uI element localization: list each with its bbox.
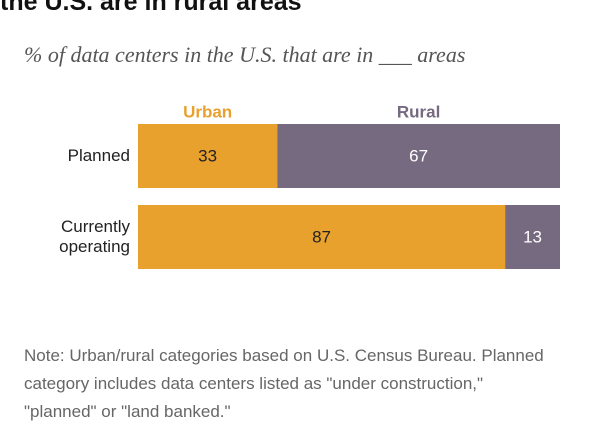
note: Note: Urban/rural categories based on U.…: [24, 346, 544, 421]
data-label: 33: [198, 146, 217, 165]
chart-title: the U.S. are in rural areas: [0, 0, 302, 16]
bar-segment: [505, 205, 560, 269]
chart: 33 Urban 67 Rural 87 13: [138, 102, 560, 269]
legend-label: Rural: [397, 102, 440, 121]
bar-segment: [138, 124, 278, 188]
data-label: 87: [312, 227, 331, 246]
data-label: 67: [409, 146, 428, 165]
bar-segment: [138, 205, 506, 269]
category-label: Currently operating: [59, 217, 130, 256]
legend-label: Urban: [183, 102, 232, 121]
page: {"chart_data": {"type": "bar", "orientat…: [0, 0, 560, 421]
category-label: Planned: [67, 146, 130, 165]
chart-subtitle: % of data centers in the U.S. that are i…: [24, 42, 466, 67]
data-label: 13: [523, 227, 542, 246]
bar-segment: [277, 124, 560, 188]
